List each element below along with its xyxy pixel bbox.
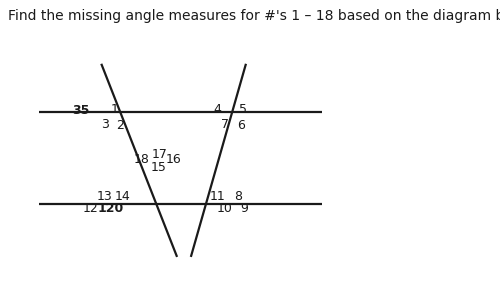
Text: 17: 17 [151, 148, 167, 161]
Text: 14: 14 [115, 190, 130, 203]
Text: 16: 16 [166, 153, 182, 166]
Text: 10: 10 [216, 202, 232, 215]
Text: 35: 35 [72, 104, 90, 117]
Text: 13: 13 [97, 190, 112, 203]
Text: 11: 11 [210, 190, 226, 203]
Text: 2: 2 [116, 119, 124, 132]
Text: 3: 3 [101, 118, 108, 131]
Text: 1: 1 [111, 103, 119, 116]
Text: Find the missing angle measures for #'s 1 – 18 based on the diagram below:: Find the missing angle measures for #'s … [8, 9, 500, 23]
Text: 4: 4 [214, 103, 222, 116]
Text: 6: 6 [237, 119, 244, 132]
Text: 15: 15 [150, 161, 166, 174]
Text: 12: 12 [82, 202, 98, 215]
Text: 8: 8 [234, 190, 241, 203]
Text: 7: 7 [220, 118, 228, 131]
Text: 5: 5 [238, 103, 246, 116]
Text: 18: 18 [134, 153, 150, 166]
Text: 9: 9 [240, 202, 248, 215]
Text: 120: 120 [98, 202, 124, 215]
